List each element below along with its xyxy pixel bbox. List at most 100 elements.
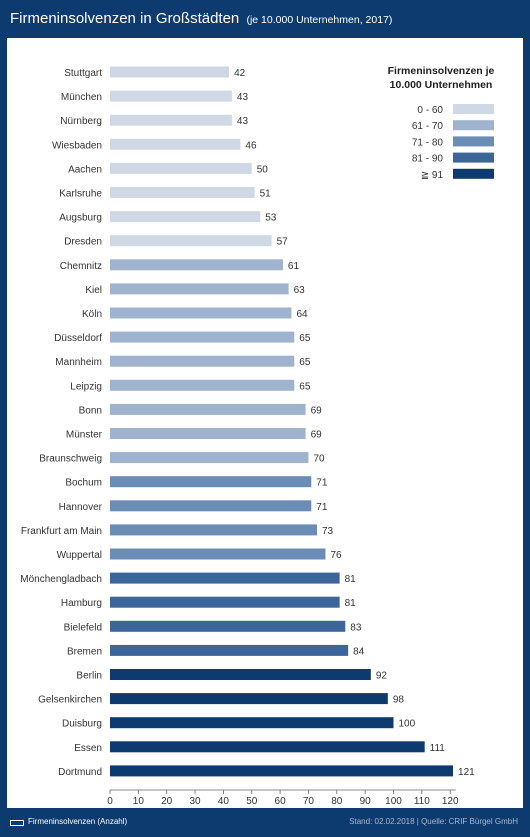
category-label: Berlin	[76, 671, 102, 682]
value-label: 92	[376, 671, 388, 682]
category-label: Kiel	[85, 285, 102, 296]
category-label: Leipzig	[70, 381, 102, 392]
value-label: 64	[296, 309, 308, 320]
bar-braunschweig	[110, 452, 309, 464]
category-label: Köln	[82, 309, 102, 320]
value-label: 43	[237, 92, 249, 103]
value-label: 76	[330, 550, 342, 561]
legend-swatch	[453, 136, 494, 147]
x-tick-label: 120	[442, 796, 459, 807]
source-note: Stand: 02.02.2018 | Quelle: CRIF Bürgel …	[349, 817, 518, 826]
category-label: Wiesbaden	[52, 140, 102, 151]
category-label: Mannheim	[55, 357, 102, 368]
bar-münchen	[110, 90, 232, 102]
x-tick-label: 80	[331, 796, 343, 807]
legend-swatch	[453, 168, 494, 179]
bar-nürnberg	[110, 114, 232, 126]
x-tick-label: 70	[303, 796, 315, 807]
value-label: 100	[399, 719, 416, 730]
value-label: 46	[245, 140, 257, 151]
bar-duisburg	[110, 717, 394, 729]
legend-title-line: Firmeninsolvenzen je	[388, 65, 495, 77]
value-label: 121	[458, 767, 475, 778]
value-label: 50	[257, 164, 269, 175]
x-tick-label: 30	[189, 796, 201, 807]
category-label: Bochum	[65, 478, 102, 489]
category-label: Wuppertal	[57, 550, 102, 561]
legend-swatch	[453, 120, 494, 131]
title-main: Firmeninsolvenzen in Großstädten	[10, 10, 240, 27]
bar-mönchengladbach	[110, 572, 340, 584]
bar-bremen	[110, 644, 349, 656]
bar-kiel	[110, 283, 289, 295]
bar-leipzig	[110, 379, 295, 391]
x-tick-label: 10	[133, 796, 145, 807]
value-label: 71	[316, 478, 328, 489]
chart-title: Firmeninsolvenzen in Großstädten (je 10.…	[10, 10, 392, 27]
bar-mannheim	[110, 355, 295, 367]
x-tick-label: 100	[385, 796, 402, 807]
value-label: 69	[311, 430, 323, 441]
bar-stuttgart	[110, 66, 230, 78]
category-label: Bremen	[67, 646, 102, 657]
bar-wuppertal	[110, 548, 326, 560]
title-subtitle: (je 10.000 Unternehmen, 2017)	[246, 14, 393, 26]
value-label: 71	[316, 502, 328, 513]
category-label: Hamburg	[61, 598, 102, 609]
value-label: 57	[277, 237, 289, 248]
value-label: 65	[299, 381, 311, 392]
category-label: Dresden	[64, 237, 102, 248]
x-tick-label: 40	[218, 796, 230, 807]
value-label: 84	[353, 646, 365, 657]
bar-düsseldorf	[110, 331, 295, 343]
value-label: 65	[299, 357, 311, 368]
bar-dortmund	[110, 765, 454, 777]
x-tick-label: 20	[161, 796, 173, 807]
value-label: 43	[237, 116, 249, 127]
value-label: 70	[313, 454, 325, 465]
bar-hamburg	[110, 596, 340, 608]
bar-frankfurt-am-main	[110, 524, 317, 536]
category-label: Bielefeld	[64, 622, 102, 633]
bar-gelsenkirchen	[110, 693, 388, 705]
value-label: 83	[350, 622, 362, 633]
category-label: Aachen	[68, 164, 102, 175]
value-label: 98	[393, 695, 405, 706]
category-label: Mönchengladbach	[20, 574, 102, 585]
value-label: 111	[430, 743, 446, 754]
bar-essen	[110, 741, 425, 753]
value-label: 63	[294, 285, 306, 296]
x-tick-label: 50	[246, 796, 258, 807]
bar-dresden	[110, 235, 272, 247]
bar-aachen	[110, 162, 252, 174]
category-label: Essen	[74, 743, 102, 754]
value-label: 51	[260, 189, 272, 200]
x-tick-label: 60	[275, 796, 287, 807]
category-label: Düsseldorf	[54, 333, 102, 344]
value-label: 81	[345, 598, 357, 609]
footer-bar: Firmeninsolvenzen (Anzahl) Stand: 02.02.…	[0, 808, 530, 837]
category-label: Stuttgart	[64, 68, 102, 79]
legend-label: 61 - 70	[412, 121, 444, 132]
category-label: Bonn	[79, 405, 102, 416]
value-label: 69	[311, 405, 323, 416]
category-label: Gelsenkirchen	[38, 695, 102, 706]
bar-köln	[110, 307, 292, 319]
bar-augsburg	[110, 211, 261, 223]
legend-label: 0 - 60	[417, 105, 443, 116]
value-label: 65	[299, 333, 311, 344]
header-bar: Firmeninsolvenzen in Großstädten (je 10.…	[0, 0, 530, 38]
bar-hannover	[110, 500, 312, 512]
footer-legend-label: Firmeninsolvenzen (Anzahl)	[28, 817, 128, 826]
category-label: Nürnberg	[60, 116, 102, 127]
category-label: Chemnitz	[60, 261, 102, 272]
bar-wiesbaden	[110, 138, 241, 150]
bar-chart: Stuttgart 42 München 43 Nürnberg 43 Wiesbaden 4…	[20, 65, 495, 807]
chart-panel: Stuttgart 42 München 43 Nürnberg 43 Wiesbaden 4…	[7, 38, 523, 808]
x-tick-label: 110	[414, 796, 430, 807]
legend-title-line: 10.000 Unternehmen	[390, 79, 493, 91]
legend-label: 81 - 90	[412, 154, 444, 165]
x-tick-label: 0	[107, 796, 113, 807]
legend-label: ≧ 91	[421, 170, 444, 181]
bar-münster	[110, 428, 306, 439]
